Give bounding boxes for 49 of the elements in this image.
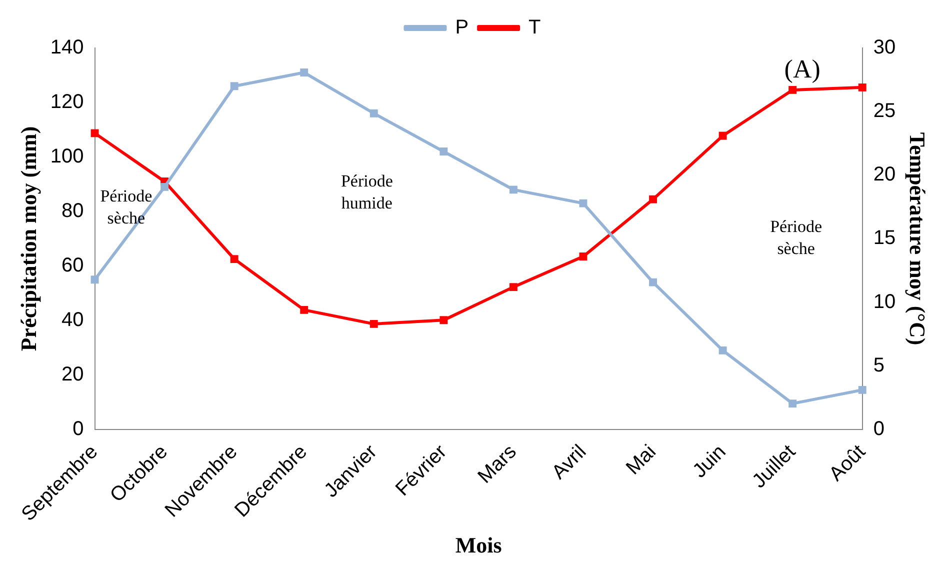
y2-tick-label: 30: [873, 36, 896, 59]
annotation: Période sèche: [770, 217, 822, 258]
point: [230, 82, 238, 90]
point: [230, 255, 238, 264]
point: [579, 199, 588, 208]
y2-tick-label: 25: [873, 100, 896, 122]
point: [788, 86, 797, 94]
y2-tick-label: 5: [873, 354, 884, 376]
point: [509, 283, 518, 292]
point: [440, 316, 448, 324]
annotation: Période humide: [340, 171, 393, 212]
y2-tick-label: 10: [873, 290, 896, 313]
point: [858, 83, 866, 92]
y-tick-label: 20: [62, 363, 84, 386]
point: [649, 195, 657, 204]
y-tick-label: 40: [62, 308, 84, 331]
y-axis-title: Précipitation moy (mm): [16, 126, 41, 352]
point: [160, 182, 169, 191]
annotation: Période sèche: [100, 186, 152, 228]
point: [90, 129, 99, 138]
annotation: (A): [784, 54, 820, 84]
point: [440, 148, 448, 156]
x-axis-title: Mois: [455, 532, 502, 558]
point: [718, 132, 727, 140]
y-tick-label: 120: [50, 91, 84, 114]
legend-label: T: [528, 16, 541, 39]
y-tick-label: 140: [50, 36, 84, 59]
y2-tick-label: 0: [873, 418, 884, 440]
point: [370, 109, 378, 118]
point: [718, 346, 727, 354]
point: [788, 400, 797, 408]
y2-tick-label: 20: [873, 164, 896, 186]
y-tick-label: 100: [50, 146, 84, 168]
point: [370, 320, 378, 328]
y-tick-label: 60: [62, 254, 84, 276]
legend-label: P: [455, 16, 469, 39]
y-tick-label: 0: [72, 418, 84, 440]
point: [300, 68, 308, 76]
point: [858, 386, 866, 394]
point: [300, 306, 308, 314]
x-tick-label: Juin: [688, 440, 730, 482]
point: [509, 186, 518, 194]
point: [579, 252, 588, 260]
y-tick-label: 80: [62, 200, 84, 222]
point: [649, 278, 657, 286]
x-tick-label: Mai: [622, 440, 660, 480]
y2-tick-label: 15: [873, 227, 896, 250]
y2-axis-title: Température moy (°C): [905, 132, 930, 346]
point: [90, 276, 99, 284]
